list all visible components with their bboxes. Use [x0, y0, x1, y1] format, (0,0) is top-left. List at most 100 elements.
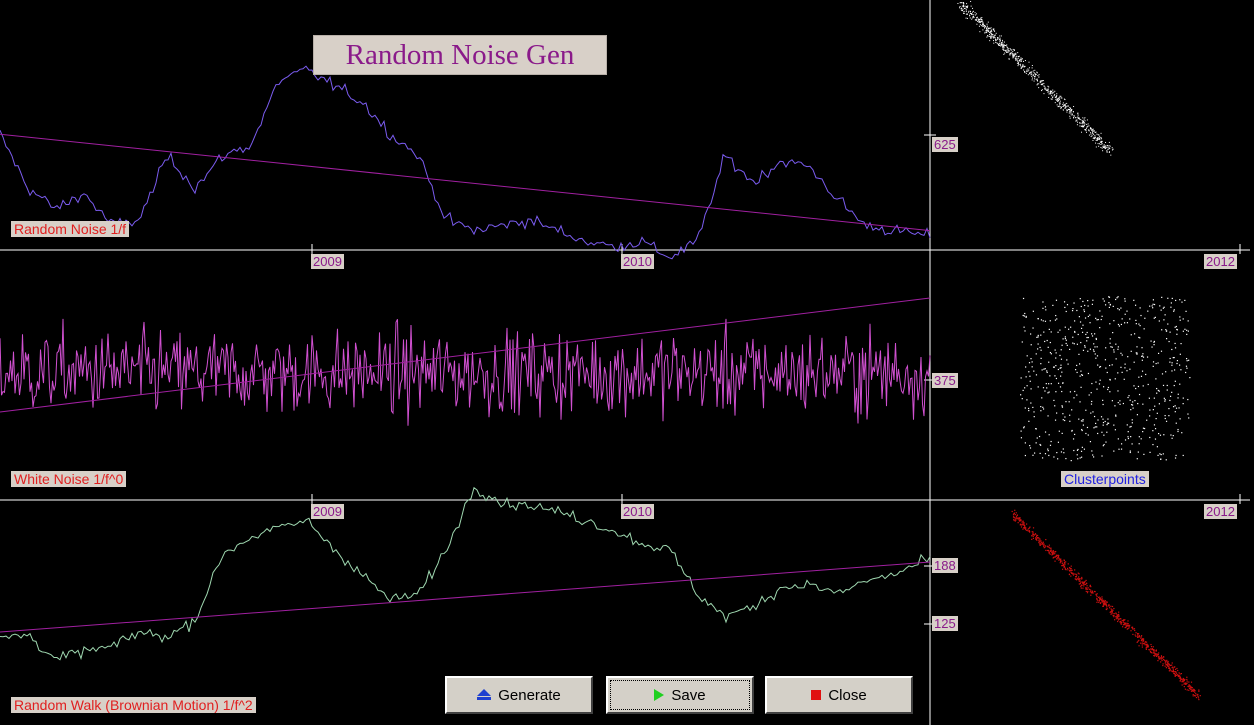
scatter-point-bottom [1028, 527, 1031, 529]
scatter-point-bottom [1153, 651, 1155, 653]
scatter-point-mid [1121, 354, 1123, 356]
scatter-point-mid [1149, 305, 1151, 307]
scatter-point-mid [1180, 342, 1182, 345]
scatter-point-mid [1031, 366, 1033, 368]
scatter-point-mid [1120, 448, 1123, 450]
scatter-point-top [1069, 117, 1071, 119]
scatter-point-top [969, 12, 971, 14]
scatter-point-top [1001, 42, 1003, 44]
scatter-point-bottom [1085, 587, 1087, 589]
scatter-point-top [1053, 95, 1055, 97]
scatter-point-mid [1037, 348, 1039, 350]
scatter-point-top [1058, 98, 1060, 100]
scatter-point-mid [1037, 386, 1039, 388]
scatter-point-top [1001, 42, 1003, 44]
scatter-point-mid [1044, 320, 1047, 322]
scatter-point-mid [1189, 376, 1191, 379]
scatter-point-bottom [1081, 584, 1083, 586]
scatter-point-bottom [1077, 577, 1079, 579]
scatter-point-mid [1102, 424, 1104, 426]
scatter-point-bottom [1080, 587, 1082, 589]
scatter-point-mid [1161, 329, 1163, 331]
scatter-point-top [997, 37, 999, 39]
scatter-point-bottom [1043, 543, 1045, 545]
scatter-point-mid [1177, 430, 1179, 433]
scatter-point-mid [1138, 336, 1140, 339]
scatter-point-bottom [1049, 547, 1051, 549]
x-tick-2012-top: 2012 [1204, 254, 1237, 269]
close-button[interactable]: Close [765, 676, 913, 714]
scatter-point-mid [1070, 326, 1072, 328]
scatter-point-top [1020, 58, 1022, 60]
scatter-point-mid [1074, 390, 1076, 393]
scatter-point-mid [1173, 369, 1176, 371]
scatter-point-top [1020, 67, 1022, 69]
scatter-point-bottom [1190, 681, 1193, 683]
scatter-point-bottom [1035, 537, 1037, 539]
scatter-point-mid [1175, 454, 1177, 457]
scatter-point-bottom [1174, 668, 1177, 670]
scatter-point-top [1099, 143, 1101, 145]
scatter-point-top [978, 19, 980, 21]
scatter-point-mid [1117, 296, 1119, 298]
scatter-point-top [1103, 147, 1105, 149]
scatter-point-bottom [1181, 678, 1183, 680]
scatter-point-bottom [1178, 672, 1180, 674]
scatter-point-bottom [1070, 568, 1072, 570]
scatter-point-bottom [1199, 695, 1201, 697]
scatter-point-top [1060, 108, 1062, 110]
scatter-point-top [1005, 49, 1007, 51]
scatter-point-mid [1147, 310, 1149, 312]
save-button[interactable]: Save [606, 676, 754, 714]
scatter-point-mid [1093, 350, 1095, 353]
scatter-point-mid [1045, 383, 1047, 385]
generate-button[interactable]: Generate [445, 676, 593, 714]
scatter-point-mid [1120, 323, 1123, 326]
scatter-point-mid [1093, 415, 1096, 418]
scatter-point-top [1105, 141, 1107, 143]
scatter-point-mid [1048, 391, 1050, 393]
scatter-point-mid [1060, 364, 1062, 366]
scatter-point-bottom [1177, 669, 1179, 672]
scatter-point-top [1013, 53, 1015, 55]
scatter-point-top [992, 35, 994, 37]
scatter-point-bottom [1130, 630, 1132, 632]
scatter-point-bottom [1026, 523, 1028, 525]
scatter-point-mid [1074, 433, 1076, 436]
scatter-point-top [1077, 114, 1079, 116]
scatter-point-bottom [1197, 695, 1199, 698]
pink-trend-line [0, 133, 931, 232]
scatter-point-top [1009, 48, 1011, 50]
scatter-point-mid [1087, 434, 1089, 436]
scatter-point-mid [1104, 359, 1107, 361]
scatter-point-top [988, 30, 990, 32]
scatter-point-top [1015, 57, 1017, 59]
scatter-point-top [1017, 56, 1019, 58]
stop-icon [811, 690, 822, 700]
scatter-point-bottom [1022, 528, 1024, 530]
scatter-point-top [1013, 54, 1015, 56]
scatter-point-bottom [1102, 602, 1105, 604]
scatter-point-bottom [1125, 624, 1127, 626]
scatter-point-bottom [1131, 626, 1134, 628]
scatter-point-top [1001, 45, 1003, 47]
scatter-point-bottom [1016, 518, 1018, 520]
scatter-point-mid [1114, 429, 1116, 431]
scatter-point-top [973, 14, 975, 16]
scatter-point-mid [1115, 343, 1117, 345]
scatter-point-top [1059, 106, 1061, 108]
scatter-point-mid [1165, 420, 1168, 422]
scatter-point-bottom [1082, 587, 1084, 589]
scatter-point-mid [1171, 391, 1173, 393]
scatter-point-bottom [1102, 601, 1104, 603]
scatter-point-bottom [1014, 516, 1016, 519]
scatter-point-bottom [1165, 663, 1167, 666]
scatter-point-top [1036, 72, 1038, 74]
scatter-point-mid [1030, 333, 1032, 335]
scatter-point-bottom [1176, 672, 1178, 674]
scatter-point-mid [1062, 419, 1064, 421]
scatter-point-top [1085, 131, 1087, 133]
scatter-point-mid [1094, 353, 1096, 355]
scatter-point-mid [1078, 353, 1080, 355]
scatter-point-bottom [1085, 590, 1087, 593]
